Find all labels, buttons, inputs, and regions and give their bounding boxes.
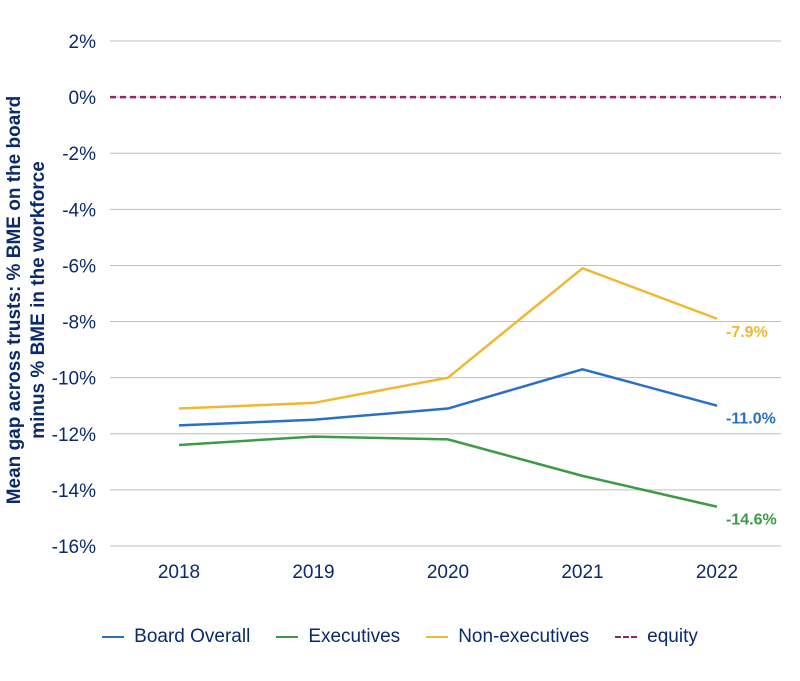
series-line	[178, 435, 718, 508]
end-data-label: -7.9%	[726, 324, 768, 341]
gridlines	[110, 40, 781, 547]
legend-item: equity	[615, 626, 698, 648]
series-line	[178, 367, 718, 427]
y-tick-label: 0%	[69, 88, 97, 109]
end-labels: -11.0% -14.6% -7.9%	[726, 324, 777, 529]
legend-item: Board Overall	[102, 626, 250, 648]
legend-swatch	[615, 636, 638, 638]
y-axis-title-line-2: minus % BME in the workforce	[28, 161, 49, 439]
y-tick-label: -10%	[52, 369, 96, 390]
y-tick-label: -16%	[52, 537, 96, 558]
series-line	[178, 266, 718, 410]
series-lines	[110, 95, 781, 508]
legend-item: Non-executives	[426, 626, 589, 648]
legend-swatch	[426, 636, 449, 638]
end-data-label: -14.6%	[726, 512, 777, 529]
y-tick-labels: 2% 0% -2% -4% -6% -8% -10% -12% -14% -16%	[52, 32, 96, 558]
end-data-label: -11.0%	[726, 411, 776, 428]
x-tick-label: 2020	[427, 562, 469, 583]
x-tick-label: 2021	[561, 562, 603, 583]
legend: Board Overall Executives Non-executives equ…	[0, 620, 800, 654]
y-tick-label: -4%	[62, 200, 96, 221]
legend-item: Executives	[276, 626, 400, 648]
y-tick-label: -6%	[62, 256, 96, 277]
y-tick-label: 2%	[69, 32, 97, 53]
legend-swatch	[276, 636, 299, 638]
y-tick-label: -14%	[52, 481, 96, 502]
y-tick-label: -12%	[52, 425, 96, 446]
legend-label: equity	[647, 626, 698, 647]
x-tick-label: 2019	[292, 562, 334, 583]
legend-swatch	[102, 636, 125, 638]
x-tick-label: 2018	[158, 562, 200, 583]
y-tick-label: -8%	[62, 313, 96, 334]
legend-label: Executives	[308, 626, 401, 647]
x-tick-labels: 2018 2019 2020 2021 2022	[158, 562, 738, 583]
legend-label: Non-executives	[458, 626, 590, 647]
y-tick-label: -2%	[62, 144, 96, 165]
x-tick-label: 2022	[696, 562, 738, 583]
legend-label: Board Overall	[134, 626, 251, 647]
line-chart: 2%0%-2%-4%-6%-8%-10%-12%-14%-16% 2018 201…	[4, 32, 781, 583]
y-axis-title-line-1: Mean gap across trusts: % BME on the boa…	[4, 96, 25, 505]
